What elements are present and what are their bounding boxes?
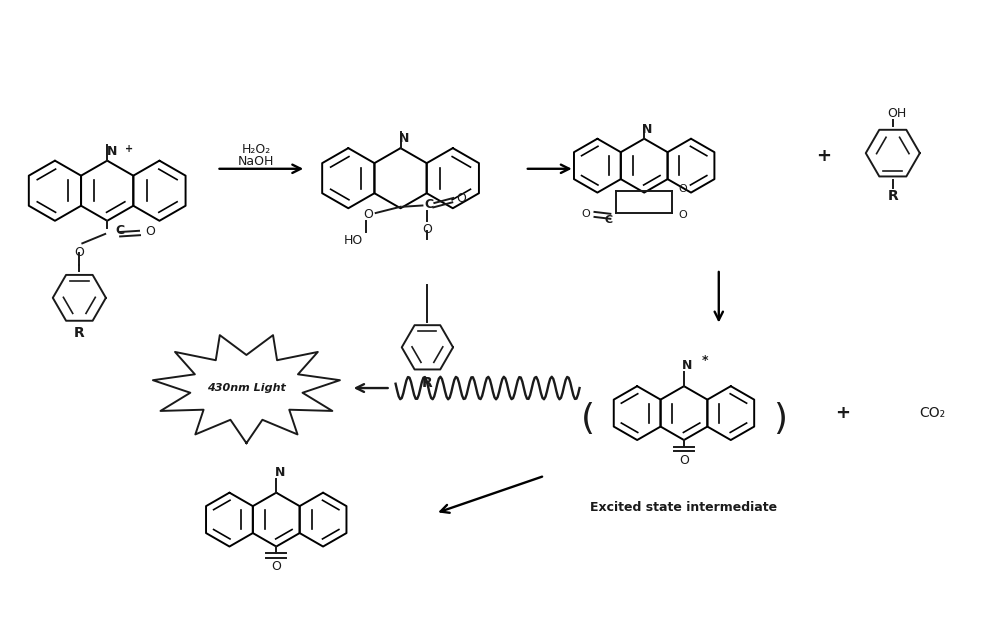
Text: ): ) — [773, 403, 787, 436]
Text: +: + — [836, 404, 851, 422]
Text: N: N — [642, 123, 652, 136]
Text: *: * — [702, 355, 708, 367]
Text: N: N — [399, 132, 410, 145]
Text: R: R — [74, 326, 85, 341]
Text: +: + — [125, 144, 133, 154]
Text: O: O — [679, 454, 689, 467]
Text: O: O — [422, 223, 432, 236]
Text: Excited state intermediate: Excited state intermediate — [590, 501, 778, 514]
Text: C: C — [604, 215, 612, 225]
Text: N: N — [107, 145, 117, 158]
Text: N: N — [682, 360, 692, 372]
Text: O: O — [678, 210, 687, 220]
Text: O: O — [678, 184, 687, 194]
Text: (: ( — [581, 403, 595, 436]
Text: NaOH: NaOH — [238, 155, 275, 168]
Text: HO: HO — [344, 234, 363, 247]
Text: R: R — [422, 376, 433, 390]
Text: O: O — [145, 225, 155, 238]
Text: N: N — [275, 466, 285, 479]
Text: +: + — [816, 147, 831, 165]
Text: OH: OH — [887, 107, 906, 120]
Text: O: O — [271, 561, 281, 573]
Text: O: O — [456, 192, 466, 205]
Text: O: O — [74, 246, 84, 259]
Text: O: O — [363, 208, 373, 221]
Text: H₂O₂: H₂O₂ — [242, 143, 271, 156]
Text: CO₂: CO₂ — [920, 406, 946, 420]
Text: R: R — [887, 190, 898, 204]
Text: C: C — [424, 198, 434, 210]
Text: C: C — [115, 224, 124, 237]
Text: 430nm Light: 430nm Light — [207, 383, 286, 393]
Text: O: O — [582, 209, 590, 219]
